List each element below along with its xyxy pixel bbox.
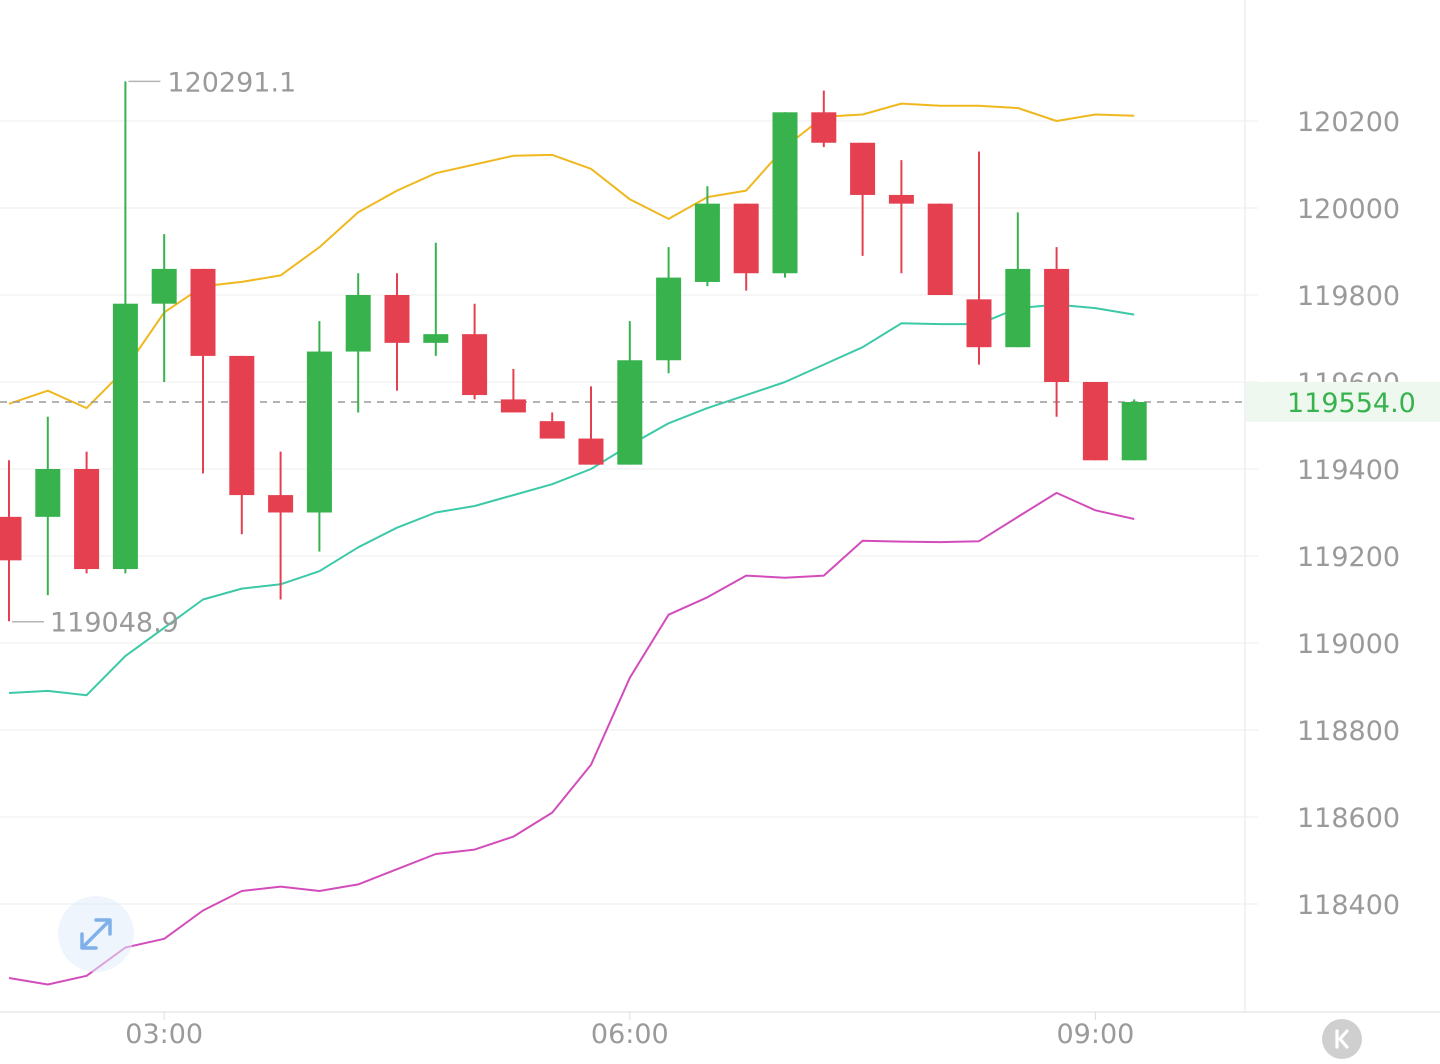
price-tick-label: 118400 [1297,890,1400,921]
time-tick-label: 06:00 [591,1019,669,1050]
candle-body [966,299,992,348]
candle-body [656,277,682,361]
candle-body [850,142,876,195]
candle-body [1044,268,1070,382]
candle[interactable] [927,203,953,295]
candle-body [772,112,798,274]
k-logo-icon [1335,1029,1349,1049]
candle-body [694,203,720,282]
price-tick-label: 120000 [1297,194,1400,225]
candle-body [888,194,914,204]
candle-body [229,355,255,496]
candle-body [345,295,371,352]
candle-body [1082,382,1108,461]
candle-body [74,469,100,570]
candle[interactable] [578,386,604,465]
candle-body [733,203,759,274]
low-marker-label: 119048.9 [50,608,179,639]
lower-band-line [8,491,1135,986]
candle[interactable] [35,416,61,596]
candle-body [500,399,526,413]
candle-body [151,268,177,304]
candle[interactable] [850,142,876,256]
price-tick-label: 120200 [1297,107,1400,138]
candle[interactable] [733,203,759,291]
candle-body [1005,268,1031,348]
candle-body [384,295,410,343]
upper-band-line [8,102,1135,410]
candle[interactable] [811,90,837,148]
last-price-label: 119554.0 [1287,388,1416,419]
candle[interactable] [112,81,138,574]
candle-body [1121,402,1147,461]
price-tick-label: 118800 [1297,716,1400,747]
candle[interactable] [384,273,410,391]
candle-body [811,112,837,143]
candle[interactable] [1044,247,1070,417]
candle[interactable] [151,234,177,382]
candle[interactable] [694,186,720,287]
candle[interactable] [888,160,914,274]
candle[interactable] [229,355,255,535]
price-tick-label: 119000 [1297,629,1400,660]
candle[interactable] [617,321,643,465]
candle-body [423,334,449,343]
kline-settings-button[interactable] [1322,1019,1362,1059]
candle[interactable] [772,112,798,278]
candle[interactable] [1005,212,1031,348]
price-tick-label: 119800 [1297,281,1400,312]
candle[interactable] [423,242,449,356]
expand-arrows-icon [80,918,112,950]
candle-body [190,268,216,356]
candle[interactable] [966,151,992,365]
expand-chart-button[interactable] [58,896,134,972]
candle-body [578,438,604,465]
candle-body [112,303,138,570]
candle[interactable] [500,368,526,413]
time-tick-label: 09:00 [1056,1019,1134,1050]
price-tick-label: 118600 [1297,803,1400,834]
candle-body [35,469,61,517]
candle-body [927,203,953,295]
candle-body [268,495,294,513]
candle[interactable] [656,247,682,374]
candle[interactable] [190,268,216,474]
candle[interactable] [1082,382,1108,461]
candle-body [462,334,488,396]
candle[interactable] [539,412,565,439]
candle[interactable] [74,451,100,574]
candle[interactable] [0,460,22,622]
price-tick-label: 119200 [1297,542,1400,573]
middle-band-line [8,303,1135,697]
candle-body [617,360,643,465]
candle[interactable] [462,303,488,400]
candle-body [306,351,332,513]
candle-body [539,421,565,439]
price-tick-label: 119400 [1297,455,1400,486]
candle[interactable] [1121,399,1147,461]
last-price-box [1246,382,1440,423]
candle[interactable] [306,321,332,552]
candle[interactable] [345,273,371,413]
candle-body [0,516,22,561]
time-tick-label: 03:00 [125,1019,203,1050]
high-marker-label: 120291.1 [167,67,296,98]
candle[interactable] [268,451,294,600]
